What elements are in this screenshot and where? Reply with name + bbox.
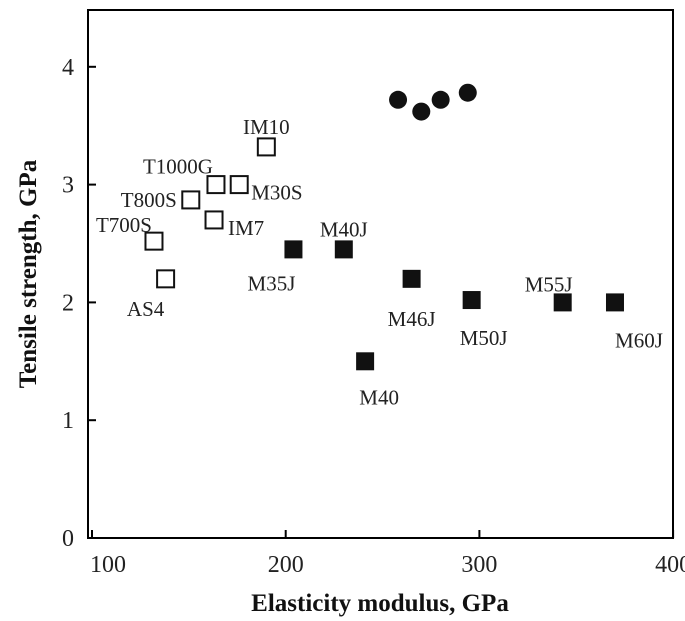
point-label: IM7 [228, 216, 264, 240]
y-tick-label: 1 [62, 408, 74, 434]
data-point-filled-square [334, 240, 353, 259]
data-points [144, 83, 624, 371]
point-label: IM10 [243, 115, 290, 139]
y-tick-label: 3 [62, 173, 74, 199]
point-label: T700S [96, 213, 152, 237]
axis-ticks: 100 200 300 400 0 1 2 3 4 [62, 55, 685, 578]
point-label: M50J [460, 326, 508, 350]
data-point-open-square [156, 269, 176, 289]
data-point-open-square [256, 137, 276, 157]
y-tick-label: 4 [62, 55, 74, 81]
data-point-filled-square [605, 293, 624, 312]
x-tick-label: 100 [90, 552, 126, 578]
point-label: M40 [359, 385, 399, 409]
x-tick-label: 300 [461, 552, 497, 578]
y-tick-label: 2 [62, 290, 74, 316]
point-label: M55J [525, 272, 573, 296]
point-label: M40J [320, 217, 368, 241]
data-point-open-square [144, 231, 164, 251]
data-point-filled-square [284, 240, 303, 259]
data-point-open-square [204, 210, 224, 230]
data-point-filled-square [356, 352, 375, 371]
data-point-open-square [229, 175, 249, 195]
data-point-filled-square [553, 293, 572, 312]
point-label: M30S [251, 181, 302, 205]
data-point-filled-square [462, 291, 481, 310]
data-point-circle [458, 83, 477, 102]
plot-frame [87, 9, 674, 539]
point-label: AS4 [127, 297, 165, 321]
y-tick-label: 0 [62, 526, 74, 552]
point-label: T800S [121, 188, 177, 212]
point-label: T1000G [143, 155, 213, 179]
point-label: M35J [248, 271, 296, 295]
data-point-open-square [206, 175, 226, 195]
y-axis-title: Tensile strength, GPa [15, 159, 42, 388]
x-tick-label: 400 [655, 552, 685, 578]
point-label: M46J [388, 307, 436, 331]
point-label: M60J [615, 328, 663, 352]
x-tick-label: 200 [268, 552, 304, 578]
x-axis-title: Elasticity modulus, GPa [251, 590, 509, 617]
data-point-circle [412, 102, 431, 121]
data-point-open-square [181, 190, 201, 210]
data-point-circle [431, 90, 450, 109]
data-point-filled-square [402, 269, 421, 288]
data-point-circle [389, 90, 408, 109]
